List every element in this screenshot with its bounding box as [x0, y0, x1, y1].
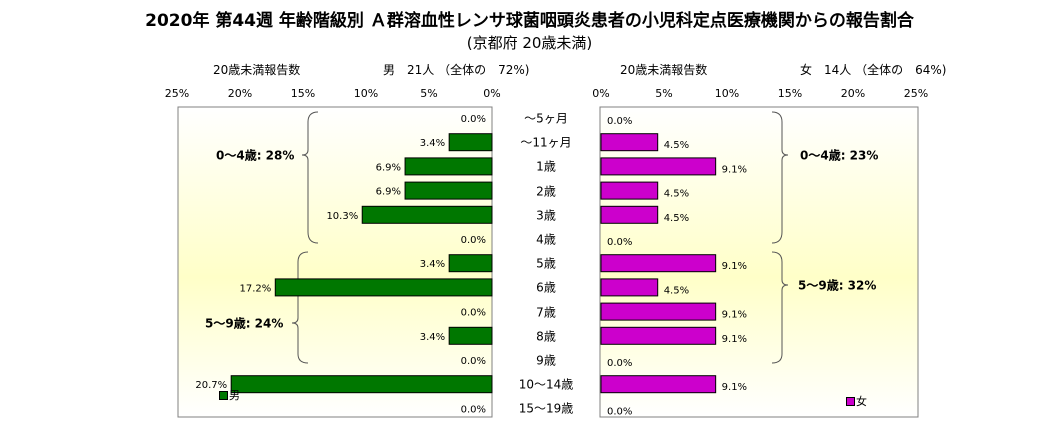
female-legend-swatch: [846, 397, 855, 406]
age-category-label: 9歳: [536, 353, 556, 368]
age-category-label: 6歳: [536, 280, 556, 295]
male-tick-label: 10%: [353, 87, 379, 100]
age-category-label: 10～14歳: [518, 377, 574, 392]
male-value-label: 6.9%: [376, 162, 401, 173]
male-legend-label: 男: [229, 389, 240, 402]
male-value-label: 3.4%: [420, 138, 445, 149]
female-bar: [600, 302, 717, 321]
female-bar: [600, 181, 659, 200]
male-value-label: 3.4%: [420, 332, 445, 343]
female-value-label: 9.1%: [722, 164, 747, 175]
female-header-label: 20歳未満報告数: [620, 63, 708, 77]
female-tick-label: 25%: [903, 87, 929, 100]
female-value-label: 4.5%: [664, 213, 689, 224]
male-group-5-9-label: 5～9歳: 24%: [205, 316, 284, 331]
female-value-label: 9.1%: [722, 382, 747, 393]
female-tick-label: 20%: [840, 87, 866, 100]
male-tick-label: 5%: [420, 87, 438, 100]
female-bar: [600, 278, 659, 297]
male-bar: [404, 157, 493, 176]
age-category-label: 7歳: [536, 305, 556, 320]
female-group-0-4-label: 0～4歳: 23%: [800, 148, 879, 163]
male-value-label: 0.0%: [461, 114, 486, 125]
male-bar: [274, 278, 493, 297]
male-value-label: 6.9%: [376, 187, 401, 198]
male-tick-label: 20%: [227, 87, 253, 100]
female-value-label: 9.1%: [722, 334, 747, 345]
male-bar: [361, 205, 493, 224]
male-value-label: 3.4%: [420, 259, 445, 270]
female-bar: [600, 375, 717, 394]
age-category-label: 5歳: [536, 256, 556, 271]
male-5-9-bracket: [291, 251, 309, 364]
male-value-label: 20.7%: [195, 380, 227, 391]
female-bar: [600, 205, 659, 224]
male-header-total: 男 21人 （全体の 72%): [383, 63, 530, 77]
female-value-label: 4.5%: [664, 189, 689, 200]
female-value-label: 0.0%: [607, 237, 632, 248]
female-bar: [600, 254, 717, 273]
male-value-label: 0.0%: [461, 404, 486, 415]
female-value-label: 4.5%: [664, 140, 689, 151]
male-tick-label: 25%: [164, 87, 190, 100]
male-value-label: 0.0%: [461, 235, 486, 246]
chart-subtitle: (京都府 20歳未満): [466, 34, 593, 52]
female-tick-label: 0%: [592, 87, 610, 100]
age-category-label: 4歳: [536, 232, 556, 247]
female-0-4-bracket: [771, 111, 789, 244]
chart-title: 2020年 第44週 年齢階級別 Ａ群溶血性レンサ球菌咽頭炎患者の小児科定点医療…: [145, 11, 914, 31]
female-legend-label: 女: [856, 395, 867, 408]
female-tick-label: 15%: [777, 87, 803, 100]
male-legend-swatch: [219, 391, 228, 400]
male-group-0-4-label: 0～4歳: 28%: [216, 148, 295, 163]
female-bar: [600, 133, 659, 152]
age-category-label: 8歳: [536, 329, 556, 344]
male-bar: [230, 375, 493, 394]
female-tick-label: 10%: [714, 87, 740, 100]
female-value-label: 9.1%: [722, 261, 747, 272]
age-group-brackets: [291, 111, 789, 364]
male-tick-label: 0%: [483, 87, 501, 100]
male-0-4-bracket: [301, 111, 319, 244]
female-group-5-9-label: 5～9歳: 32%: [798, 278, 877, 293]
female-5-9-bracket: [771, 251, 789, 364]
age-category-label: 15～19歳: [518, 401, 574, 416]
age-category-label: 3歳: [536, 208, 556, 223]
male-tick-label: 15%: [290, 87, 316, 100]
female-bar: [600, 157, 717, 176]
female-bar: [600, 326, 717, 345]
male-bar: [448, 254, 493, 273]
female-value-label: 0.0%: [607, 358, 632, 369]
male-header-label: 20歳未満報告数: [213, 63, 301, 77]
male-bar: [404, 181, 493, 200]
female-tick-label: 5%: [655, 87, 673, 100]
age-category-label: ～5ヶ月: [524, 111, 568, 126]
female-value-label: 9.1%: [722, 310, 747, 321]
female-value-label: 0.0%: [607, 406, 632, 417]
female-value-label: 0.0%: [607, 116, 632, 127]
male-bar: [448, 133, 493, 152]
male-value-label: 0.0%: [461, 308, 486, 319]
male-value-label: 17.2%: [239, 283, 271, 294]
age-category-label: 1歳: [536, 159, 556, 174]
male-value-label: 10.3%: [326, 211, 358, 222]
female-value-label: 4.5%: [664, 285, 689, 296]
age-category-label: 2歳: [536, 184, 556, 199]
male-value-label: 0.0%: [461, 356, 486, 367]
female-header-total: 女 14人 （全体の 64%): [800, 63, 947, 77]
male-bar: [448, 326, 493, 345]
age-category-label: ～11ヶ月: [520, 135, 572, 150]
